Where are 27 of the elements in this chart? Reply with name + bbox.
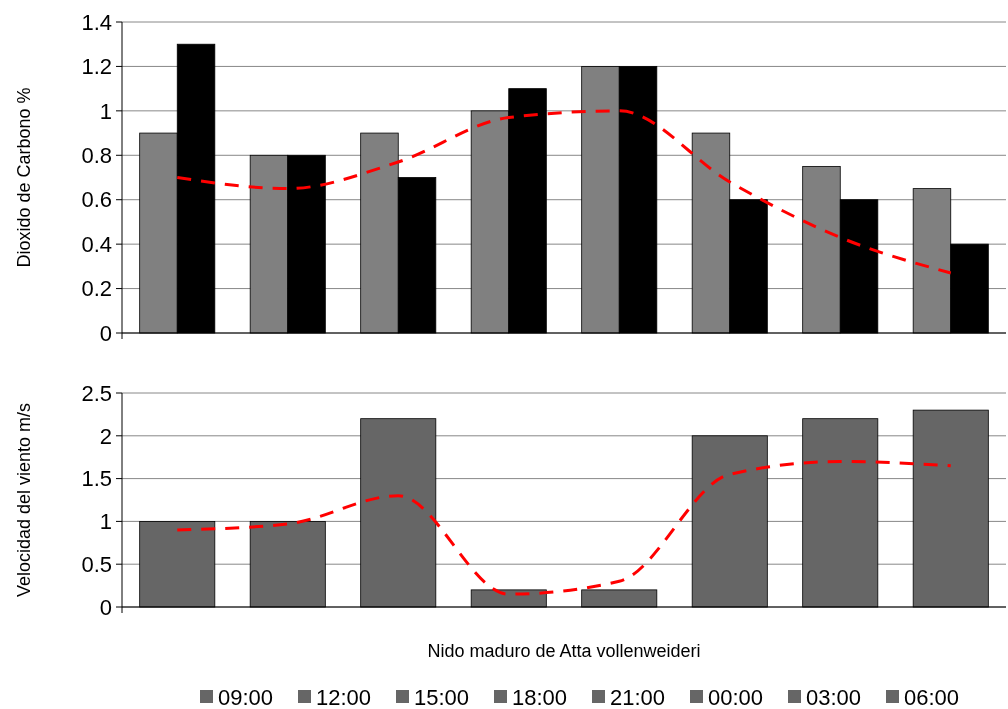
y-tick-label: 1.5 xyxy=(81,466,112,492)
y-tick-label: 0.2 xyxy=(81,276,112,302)
legend-label: 18:00 xyxy=(512,684,568,709)
x-axis-title: Nido maduro de Atta vollenweideri xyxy=(427,641,701,661)
legend-label: 06:00 xyxy=(904,684,960,709)
y-axis-title: Velocidad del viento m/s xyxy=(14,402,34,598)
legend-label: 03:00 xyxy=(806,684,862,709)
y-tick-label: 0.6 xyxy=(81,187,112,213)
line-series xyxy=(175,459,953,596)
line-series xyxy=(175,109,953,275)
legend-label: 12:00 xyxy=(316,684,372,709)
y-tick-label: 0.4 xyxy=(81,231,112,257)
y-axis-title: Dioxido de Carbono % xyxy=(14,87,34,268)
y-tick-label: 1.2 xyxy=(81,54,112,80)
legend-label: 09:00 xyxy=(218,684,274,709)
y-tick-label: 2 xyxy=(99,423,112,449)
y-tick-label: 1 xyxy=(99,98,112,124)
legend-label: 00:00 xyxy=(708,684,764,709)
y-tick-label: 0 xyxy=(99,320,112,346)
legend-label: 15:00 xyxy=(414,684,470,709)
y-tick-label: 0.5 xyxy=(81,551,112,577)
y-tick-label: 1.4 xyxy=(81,9,112,35)
y-tick-label: 0 xyxy=(99,594,112,620)
y-tick-label: 2.5 xyxy=(81,380,112,406)
y-tick-label: 0.8 xyxy=(81,142,112,168)
y-tick-label: 1 xyxy=(99,509,112,535)
legend-label: 21:00 xyxy=(610,684,666,709)
